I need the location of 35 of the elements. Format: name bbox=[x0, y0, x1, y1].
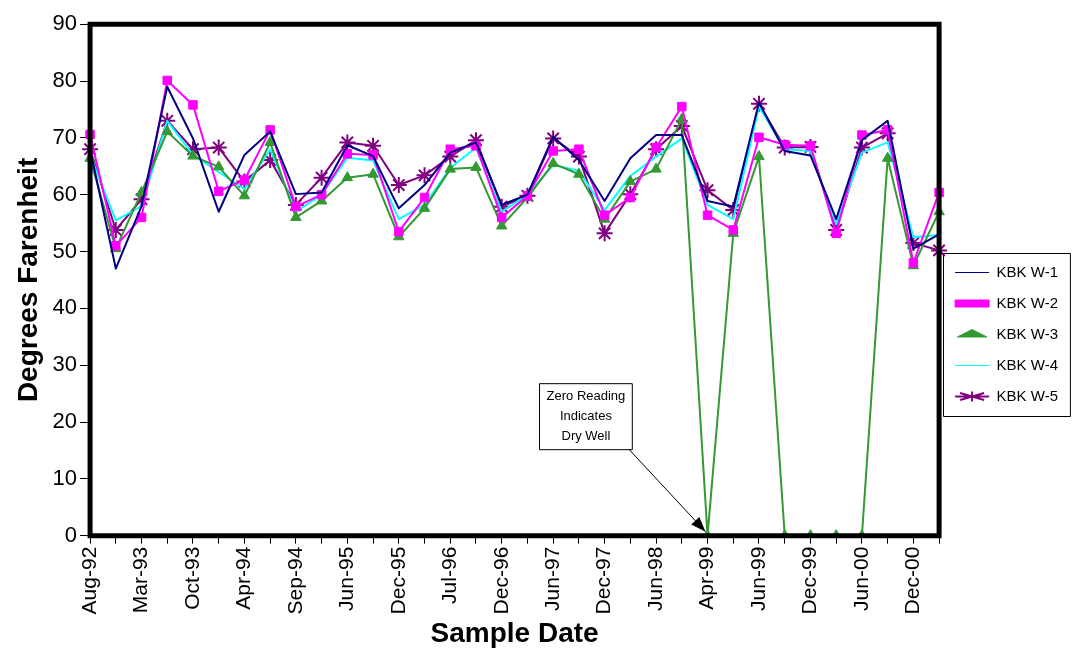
x-tick-label: Mar-93 bbox=[128, 546, 152, 614]
y-tick-label: 20 bbox=[52, 408, 78, 434]
y-tick-label: 50 bbox=[52, 237, 78, 263]
x-tick-label: Dec-99 bbox=[797, 546, 821, 615]
x-tick-label: Dec-96 bbox=[488, 546, 512, 615]
y-tick-label: 40 bbox=[52, 294, 78, 320]
y-tick-label: 90 bbox=[52, 10, 78, 36]
y-tick-label: 30 bbox=[52, 351, 78, 377]
legend-label: KBK W-1 bbox=[996, 262, 1058, 280]
x-tick-label: Jul-96 bbox=[437, 546, 461, 604]
x-tick-label: Apr-99 bbox=[694, 546, 718, 610]
x-tick-label: Jun-98 bbox=[642, 546, 666, 611]
x-tick-label: Jun-99 bbox=[745, 546, 769, 611]
y-tick-label: 10 bbox=[52, 464, 78, 490]
legend-label: KBK W-4 bbox=[996, 355, 1058, 373]
x-tick-label: Dec-00 bbox=[900, 546, 924, 615]
x-tick-label: Aug-92 bbox=[76, 546, 100, 615]
y-tick-label: 0 bbox=[64, 521, 78, 547]
annotation: Zero Reading Indicates Dry Well bbox=[546, 388, 626, 444]
x-tick-label: Jun-00 bbox=[848, 546, 872, 611]
y-axis-title: Degrees Farenheit bbox=[11, 157, 43, 403]
y-tick-label: 80 bbox=[52, 67, 78, 93]
legend-label: KBK W-2 bbox=[996, 293, 1058, 311]
legend-label: KBK W-5 bbox=[996, 386, 1058, 404]
x-tick-label: Apr-94 bbox=[231, 546, 255, 610]
y-tick-label: 60 bbox=[52, 180, 78, 206]
x-tick-label: Dec-95 bbox=[385, 546, 409, 615]
legend-label: KBK W-3 bbox=[996, 324, 1058, 342]
y-tick-label: 70 bbox=[52, 123, 78, 149]
x-tick-label: Sep-94 bbox=[282, 546, 306, 615]
x-tick-label: Jun-97 bbox=[539, 546, 563, 611]
x-tick-label: Oct-93 bbox=[179, 546, 203, 610]
x-tick-label: Dec-97 bbox=[591, 546, 615, 615]
x-tick-label: Jun-95 bbox=[334, 546, 358, 611]
x-axis-title: Sample Date bbox=[430, 616, 599, 648]
